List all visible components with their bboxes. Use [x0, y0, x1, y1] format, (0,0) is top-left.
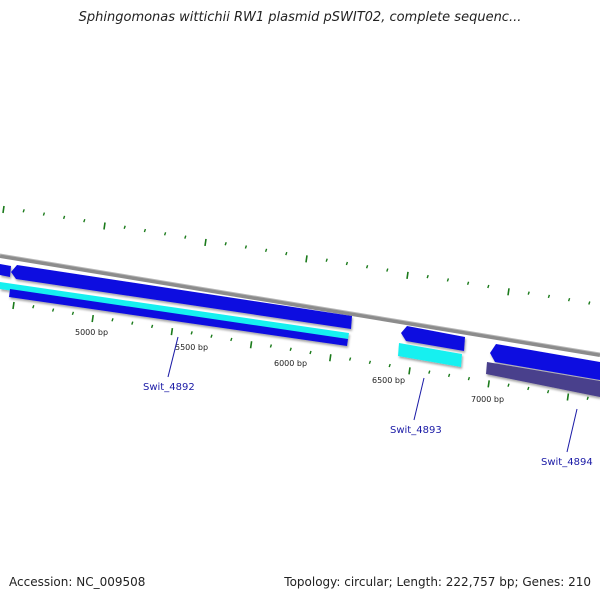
- major-tick: [507, 288, 510, 296]
- minor-tick: [345, 261, 349, 266]
- gene-labels: Swit_4892 Swit_4893 Swit_4894: [143, 336, 593, 468]
- minor-tick: [190, 331, 193, 335]
- minor-tick: [586, 396, 589, 400]
- scale-labels: 5000 bp 5500 bp 6000 bp 6500 bp 7000 bp: [75, 328, 504, 404]
- minor-tick: [386, 268, 389, 272]
- major-tick: [2, 205, 5, 214]
- minor-tick: [467, 376, 471, 381]
- minor-tick: [547, 294, 551, 299]
- gene-label-swit-4893[interactable]: Swit_4893: [390, 425, 442, 436]
- minor-tick: [285, 251, 288, 256]
- outer-tick-ring: [2, 205, 591, 305]
- major-tick: [406, 271, 409, 279]
- cds-feature[interactable]: [401, 326, 465, 351]
- minor-tick: [143, 228, 147, 233]
- accession-text: Accession: NC_009508: [9, 575, 146, 589]
- minor-tick: [62, 215, 66, 220]
- cds-feature[interactable]: [0, 264, 11, 277]
- minor-tick: [244, 245, 248, 249]
- major-tick: [249, 341, 253, 349]
- minor-tick: [567, 297, 571, 302]
- minor-tick: [224, 241, 227, 246]
- minor-tick: [428, 370, 431, 374]
- major-tick: [487, 380, 490, 388]
- major-tick: [12, 301, 15, 310]
- minor-tick: [527, 291, 530, 295]
- minor-tick: [289, 347, 292, 351]
- minor-tick: [264, 248, 268, 253]
- tick-label-7000: 7000 bp: [471, 395, 504, 404]
- major-tick: [91, 314, 94, 323]
- backbone-track: [0, 253, 600, 357]
- minor-tick: [527, 386, 530, 391]
- minor-tick: [32, 305, 35, 309]
- minor-tick: [447, 373, 451, 378]
- tick-label-5000: 5000 bp: [75, 328, 108, 337]
- inner-tick-ring: [12, 301, 589, 401]
- minor-tick: [309, 350, 312, 355]
- minor-tick: [365, 265, 369, 269]
- minor-tick: [325, 258, 328, 262]
- minor-tick: [269, 344, 273, 348]
- minor-tick: [230, 337, 233, 342]
- minor-tick: [446, 278, 450, 282]
- major-tick: [566, 393, 570, 401]
- minor-tick: [71, 311, 75, 316]
- gene-feature[interactable]: [398, 343, 462, 367]
- feature-track: [0, 264, 600, 397]
- minor-tick: [466, 281, 470, 285]
- tick-label-5500: 5500 bp: [175, 343, 208, 352]
- label-leader: [413, 377, 425, 421]
- minor-tick: [348, 357, 352, 361]
- minor-tick: [210, 334, 213, 338]
- major-tick: [329, 354, 332, 362]
- major-tick: [103, 222, 106, 230]
- minor-tick: [487, 284, 490, 289]
- gene-label-swit-4894[interactable]: Swit_4894: [541, 457, 593, 468]
- minor-tick: [123, 225, 126, 229]
- label-leader: [566, 408, 578, 453]
- minor-tick: [111, 318, 114, 322]
- minor-tick: [546, 389, 550, 394]
- major-tick: [408, 367, 411, 375]
- major-tick: [305, 255, 308, 263]
- map-title: Sphingomonas wittichii RW1 plasmid pSWIT…: [78, 10, 522, 25]
- minor-tick: [368, 360, 372, 365]
- major-tick: [170, 328, 174, 336]
- gene-label-swit-4892[interactable]: Swit_4892: [143, 382, 195, 393]
- pseudo-feature[interactable]: [486, 362, 600, 397]
- minor-tick: [426, 274, 429, 279]
- minor-tick: [388, 363, 391, 368]
- label-leader: [167, 336, 179, 378]
- minor-tick: [42, 212, 46, 216]
- major-tick: [204, 238, 207, 247]
- minor-tick: [150, 324, 154, 329]
- minor-tick: [131, 321, 134, 325]
- tick-label-6000: 6000 bp: [274, 359, 307, 368]
- tick-label-6500: 6500 bp: [372, 376, 405, 385]
- gene-feature[interactable]: [0, 282, 349, 339]
- cds-feature[interactable]: [11, 265, 352, 329]
- minor-tick: [51, 308, 55, 312]
- cds-feature[interactable]: [9, 289, 348, 346]
- topology-summary: Topology: circular; Length: 222,757 bp; …: [284, 575, 591, 589]
- minor-tick: [83, 218, 86, 223]
- minor-tick: [588, 301, 591, 305]
- minor-tick: [184, 235, 187, 239]
- minor-tick: [163, 232, 167, 236]
- minor-tick: [507, 383, 510, 387]
- cds-feature[interactable]: [490, 344, 600, 380]
- minor-tick: [22, 209, 25, 213]
